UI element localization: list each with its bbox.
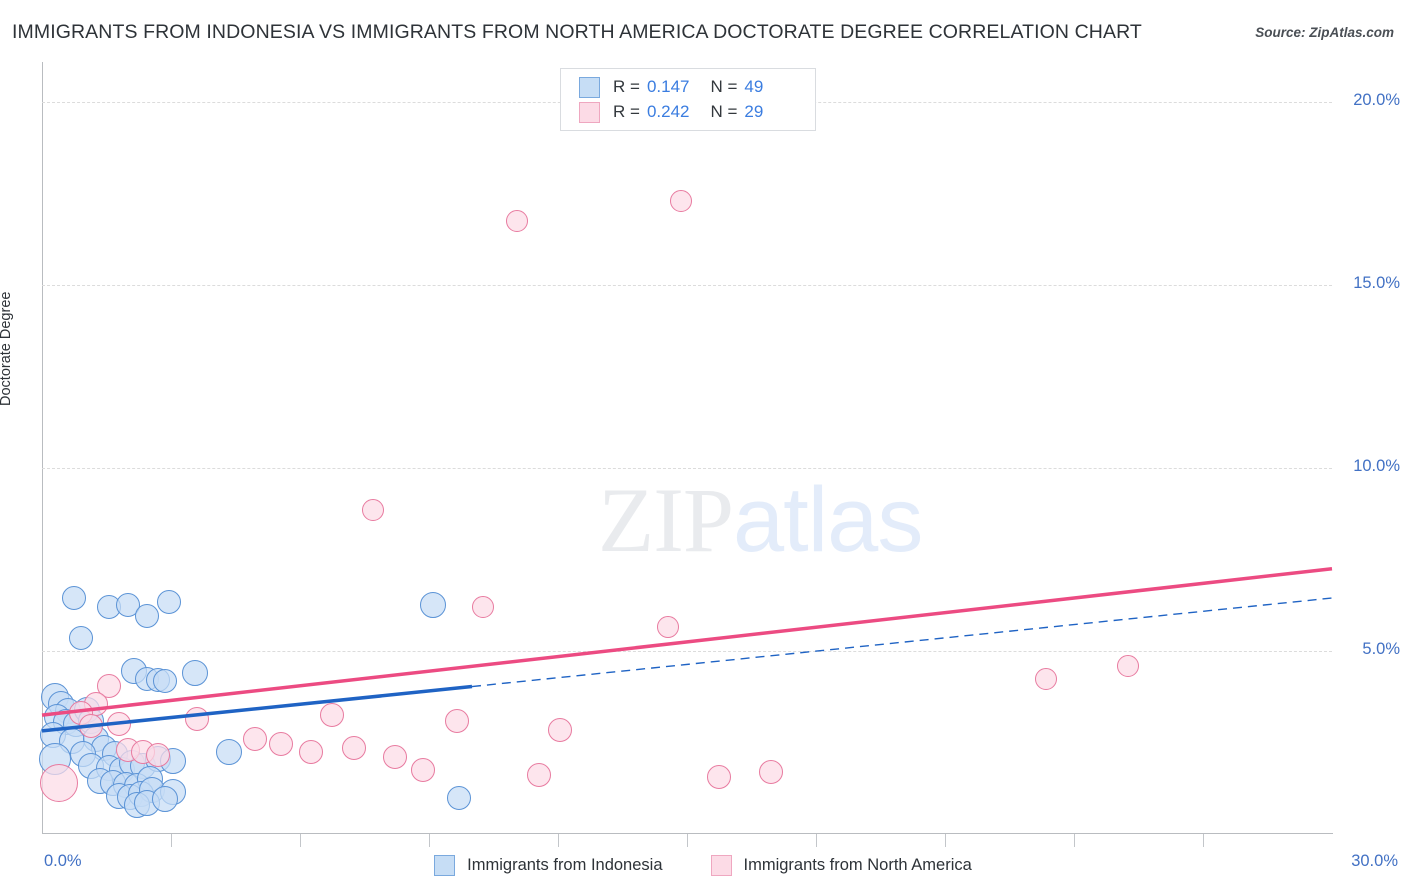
page-title: IMMIGRANTS FROM INDONESIA VS IMMIGRANTS … [12,21,1142,43]
watermark-zip: ZIP [598,469,734,571]
y-axis-tick-label: 5.0% [1362,640,1400,659]
correlation-stats-row: R = 0.147 N = 49 [579,74,763,100]
x-axis-tick [558,834,559,847]
scatter-point[interactable] [447,786,472,811]
r-value: 0.242 [646,102,690,121]
plot-area: ZIPatlas [38,62,1333,847]
series-legend: Immigrants from Indonesia Immigrants from… [0,850,1406,880]
legend-swatch-pink [710,854,732,876]
n-value: 49 [744,77,764,96]
scatter-point[interactable] [656,616,679,639]
scatter-point[interactable] [707,765,732,790]
scatter-point[interactable] [382,745,407,770]
n-label: N = [710,102,738,121]
y-axis-tick-label: 20.0% [1353,91,1400,110]
scatter-point[interactable] [62,586,87,610]
scatter-point[interactable] [444,708,469,733]
scatter-point[interactable] [410,757,435,782]
x-axis-max-label: 30.0% [1351,852,1398,870]
r-value: 0.147 [646,77,690,96]
scatter-point[interactable] [40,763,79,802]
pink-trend-line [41,567,1333,717]
x-axis-tick [300,834,301,847]
trend-lines [41,567,1333,733]
stats-swatch-blue [579,76,600,98]
scatter-point[interactable] [242,726,267,751]
gridline [42,468,1332,470]
r-label: R = [613,77,640,96]
scatter-point[interactable] [135,604,160,629]
r-label: R = [613,102,640,121]
scatter-point[interactable] [146,743,171,768]
scatter-point[interactable] [268,732,293,757]
legend-item-north-america[interactable]: Immigrants from North America [710,854,972,876]
y-axis-line [42,62,43,834]
n-label: N = [710,77,738,96]
chart-header: IMMIGRANTS FROM INDONESIA VS IMMIGRANTS … [0,0,1406,56]
scatter-point[interactable] [151,786,178,813]
legend-item-indonesia[interactable]: Immigrants from Indonesia [434,854,663,876]
scatter-point[interactable] [320,703,345,728]
scatter-point[interactable] [362,499,385,522]
scatter-point[interactable] [548,717,573,742]
scatter-point[interactable] [669,190,692,213]
gridline [42,285,1332,287]
scatter-point[interactable] [341,736,366,761]
scatter-point[interactable] [471,596,494,619]
x-axis-tick [171,834,172,847]
y-axis-tick-label: 10.0% [1353,457,1400,476]
scatter-point[interactable] [68,626,93,651]
scatter-point[interactable] [156,589,181,614]
n-value: 29 [744,102,764,121]
scatter-point[interactable] [298,739,323,764]
source-label: Source: ZipAtlas.com [1255,25,1394,40]
zipatlas-watermark: ZIPatlas [598,467,923,573]
scatter-point[interactable] [420,592,447,619]
scatter-point[interactable] [152,669,177,694]
scatter-point[interactable] [216,738,243,765]
y-axis-title: Doctorate Degree [0,291,14,406]
scatter-point[interactable] [181,660,208,686]
x-axis-tick [1203,834,1204,847]
legend-label: Immigrants from Indonesia [467,855,663,874]
correlation-stats-row: R = 0.242 N = 29 [579,99,763,125]
scatter-point[interactable] [184,706,209,731]
legend-swatch-blue [434,854,456,876]
x-axis-line [42,833,1333,834]
x-axis-tick [945,834,946,847]
scatter-point[interactable] [526,763,551,788]
y-axis-tick-label: 15.0% [1353,274,1400,293]
correlation-stats-box: R = 0.147 N = 49 R = 0.242 N = 29 [560,68,816,131]
gridline [42,651,1332,653]
scatter-point[interactable] [506,210,529,233]
x-axis-tick [816,834,817,847]
stats-swatch-pink [579,101,600,123]
blue-trend-line-dashed [471,597,1333,688]
x-axis-tick [1074,834,1075,847]
x-axis-tick [687,834,688,847]
x-axis-tick [429,834,430,847]
scatter-point[interactable] [107,712,132,737]
scatter-point[interactable] [1035,667,1058,690]
x-axis-min-label: 0.0% [44,852,82,870]
legend-label: Immigrants from North America [743,855,972,874]
scatter-point[interactable] [758,759,783,784]
scatter-point[interactable] [1116,654,1139,677]
watermark-atlas: atlas [733,469,923,571]
